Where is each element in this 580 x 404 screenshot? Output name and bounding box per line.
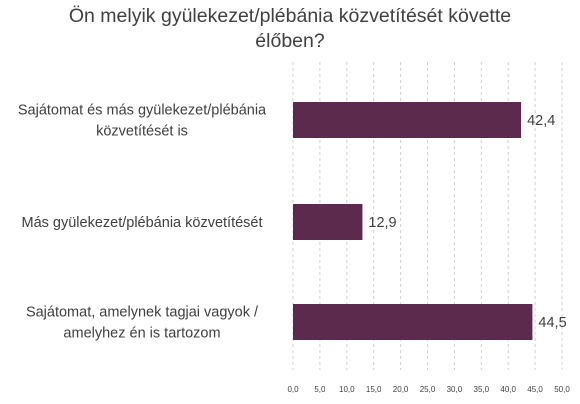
bar: [293, 102, 522, 138]
chart-title-line-2: élőben?: [255, 30, 325, 52]
category-label: közvetítését is: [96, 124, 188, 140]
category-label: amelyhez én is tartozom: [63, 326, 220, 342]
bar: [293, 204, 363, 240]
data-label: 42,4: [527, 113, 555, 129]
data-label: 44,5: [538, 315, 566, 331]
bar: [293, 304, 533, 340]
x-tick-label: 20,0: [393, 385, 409, 394]
chart-title-line-1: Ön melyik gyülekezet/plébánia közvetítés…: [68, 5, 512, 27]
x-tick-label: 40,0: [500, 385, 516, 394]
x-tick-label: 25,0: [420, 385, 436, 394]
x-tick-label: 0,0: [287, 385, 299, 394]
category-label: Más gyülekezet/plébánia közvetítését: [22, 215, 263, 231]
category-label: Sajátomat, amelynek tagjai vagyok /: [26, 305, 259, 321]
x-tick-label: 50,0: [554, 385, 570, 394]
x-tick-label: 35,0: [474, 385, 490, 394]
x-tick-label: 45,0: [527, 385, 543, 394]
category-label: Sajátomat és más gyülekezet/plébánia: [18, 103, 267, 119]
x-tick-label: 30,0: [447, 385, 463, 394]
labels: 0,0 5,0 10,0 15,0 20,0 25,0 30,0 35,0 40,0 45,0 50…: [18, 103, 570, 395]
bars: [293, 102, 533, 340]
x-tick-label: 5,0: [314, 385, 326, 394]
x-tick-label: 10,0: [339, 385, 355, 394]
x-tick-label: 15,0: [366, 385, 382, 394]
data-label: 12,9: [368, 215, 396, 231]
chart-title: Ön melyik gyülekezet/plébánia közvetítés…: [20, 4, 560, 54]
